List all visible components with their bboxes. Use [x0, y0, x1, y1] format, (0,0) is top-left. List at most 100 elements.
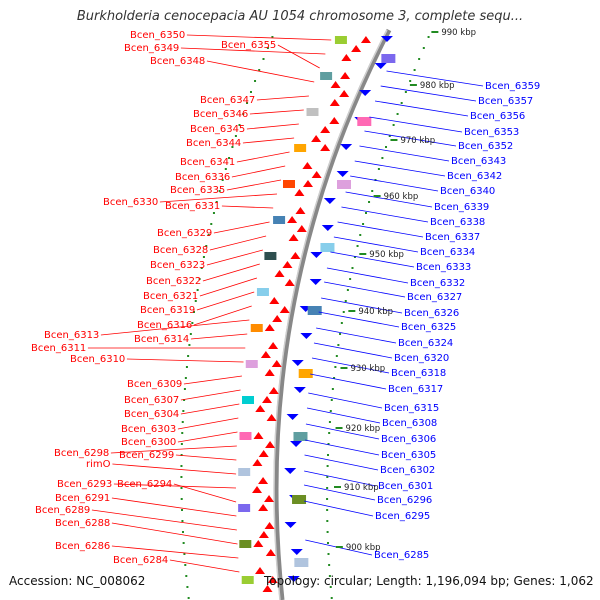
- leader-line: [221, 205, 274, 209]
- leader-line: [303, 484, 376, 501]
- forward-gene-arrow: [351, 45, 362, 52]
- leader-line: [177, 431, 238, 443]
- gene-label-right: Bcen_6359: [485, 81, 540, 92]
- gene-label-left: Bcen_6321: [143, 291, 198, 302]
- forward-gene-arrow: [260, 351, 271, 358]
- tick-dot: [422, 47, 425, 49]
- tick-dot: [246, 102, 249, 104]
- leader-line: [206, 249, 263, 266]
- gene-label-left: Bcen_6303: [121, 424, 176, 435]
- leader-line: [91, 509, 237, 531]
- tick-dot: [191, 322, 194, 324]
- reverse-gene-arrow: [290, 441, 303, 447]
- leader-line: [236, 151, 290, 163]
- gene-label-left: Bcen_6323: [150, 260, 205, 271]
- tick-dot: [196, 289, 199, 291]
- gene-label-right: Bcen_6296: [377, 495, 432, 506]
- leader-line: [246, 123, 299, 130]
- gene-block: [238, 504, 251, 512]
- reverse-gene-arrow: [380, 36, 393, 42]
- forward-gene-arrow: [253, 432, 264, 439]
- tick-dot: [356, 245, 359, 247]
- gene-label-right: Bcen_6308: [382, 418, 437, 429]
- gene-block: [241, 576, 254, 584]
- gene-label-right: Bcen_6333: [416, 262, 471, 273]
- reverse-gene-arrow: [359, 90, 372, 96]
- tick-dot: [184, 377, 187, 379]
- gene-label-right: Bcen_6285: [374, 550, 429, 561]
- tick-dot: [238, 124, 241, 126]
- tick-dot: [328, 421, 331, 423]
- forward-gene-arrow: [272, 315, 283, 322]
- tick-dot: [339, 333, 342, 335]
- kbp-label: 960 kbp: [384, 192, 419, 202]
- leader-line: [333, 236, 419, 253]
- gene-label-left: Bcen_6322: [146, 276, 201, 287]
- forward-gene-arrow: [255, 405, 266, 412]
- tick-dot: [182, 542, 185, 544]
- kbp-label: 980 kbp: [420, 81, 455, 91]
- leader-line: [321, 297, 403, 314]
- gene-block: [294, 144, 307, 152]
- tick-dot: [344, 300, 347, 302]
- leader-line: [110, 445, 237, 454]
- forward-gene-arrow: [254, 567, 265, 574]
- tick-dot: [210, 223, 213, 225]
- forward-gene-arrow: [258, 477, 269, 484]
- gene-block: [381, 54, 396, 63]
- gene-block: [294, 558, 309, 567]
- forward-gene-arrow: [264, 495, 275, 502]
- gene-label-right: Bcen_6340: [440, 186, 495, 197]
- gene-block: [357, 117, 372, 126]
- gene-label-left: Bcen_6313: [44, 330, 99, 341]
- leader-line: [231, 165, 286, 178]
- leader-line: [341, 206, 429, 223]
- leader-line: [330, 251, 415, 268]
- gene-label-left: Bcen_6293: [57, 479, 112, 490]
- leader-line: [306, 407, 381, 424]
- tick-dot: [377, 168, 380, 170]
- leader-line: [308, 392, 383, 409]
- tick-dot: [371, 190, 374, 192]
- tick-dot: [184, 564, 187, 566]
- leader-line: [369, 116, 463, 133]
- gene-block: [298, 369, 313, 378]
- tick-dot: [335, 355, 338, 357]
- leader-line: [380, 85, 477, 102]
- forward-gene-arrow: [287, 216, 298, 223]
- gene-block: [250, 324, 263, 332]
- tick-dot: [327, 443, 330, 445]
- kbp-label: 950 kbp: [369, 250, 404, 260]
- tick-dot: [404, 91, 407, 93]
- gene-label-left: Bcen_6289: [35, 505, 90, 516]
- gene-label-left: Bcen_6346: [193, 109, 248, 120]
- tick-dot: [180, 476, 183, 478]
- gene-label-left: Bcen_6319: [140, 305, 195, 316]
- accession-text: Accession: NC_008062: [9, 574, 146, 588]
- tick-dot: [327, 454, 330, 456]
- gene-label-right: Bcen_6302: [380, 465, 435, 476]
- tick-dot: [329, 586, 332, 588]
- chromosome-backbone-highlight: [273, 29, 388, 600]
- gene-label-right: Bcen_6327: [407, 292, 462, 303]
- tick-dot: [258, 69, 261, 71]
- forward-gene-arrow: [330, 81, 341, 88]
- leader-line: [318, 311, 400, 328]
- tick-dot: [385, 146, 388, 148]
- reverse-gene-arrow: [340, 144, 353, 150]
- forward-gene-arrow: [258, 450, 269, 457]
- tick-dot: [181, 432, 184, 434]
- forward-gene-arrow: [295, 207, 306, 214]
- gene-block: [307, 306, 322, 315]
- kbp-label: 910 kbp: [344, 483, 379, 493]
- gene-label-right: Bcen_6317: [388, 384, 443, 395]
- tick-dot: [183, 399, 186, 401]
- tick-dot: [326, 520, 329, 522]
- tick-dot: [185, 575, 188, 577]
- tick-dot: [205, 245, 208, 247]
- tick-dot: [330, 399, 333, 401]
- gene-block: [336, 180, 351, 189]
- gene-label-left: Bcen_6291: [55, 493, 110, 504]
- tick-dot: [328, 432, 331, 434]
- tick-dot: [368, 201, 371, 203]
